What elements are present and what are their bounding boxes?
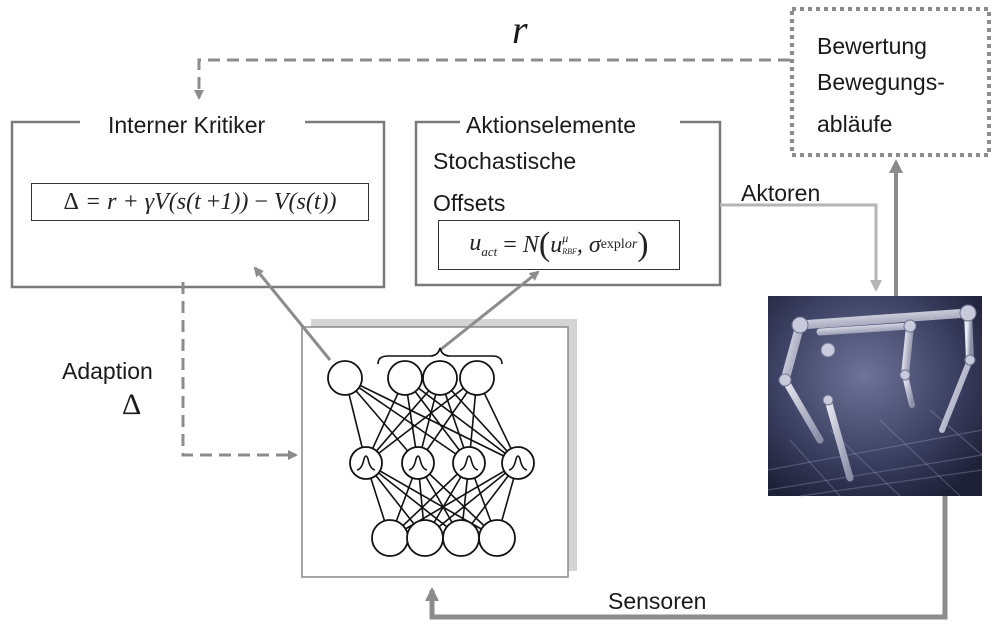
network-edge — [439, 377, 519, 464]
network-edge — [365, 377, 478, 464]
critic-title: Interner Kritiker — [108, 112, 266, 138]
output-node — [459, 360, 495, 396]
gaussian-icon — [459, 455, 479, 471]
rbf-node — [401, 446, 435, 480]
adaption-label: Adaption — [62, 358, 153, 384]
critic-box — [10, 120, 386, 289]
output-node — [387, 360, 423, 396]
evaluation-box — [790, 7, 991, 157]
evaluation-line2: Bewegungs- — [817, 69, 945, 95]
output-node — [422, 360, 458, 396]
network-edge — [344, 377, 519, 464]
actions-line1: Stochastische — [433, 148, 577, 174]
reward-feedback-line — [194, 58, 790, 100]
network-edge — [365, 377, 441, 464]
critic-formula: Δ = r + γV(s(t +1)) − V(s(t)) — [31, 183, 369, 221]
evaluation-line3: abläufe — [817, 111, 893, 137]
reward-symbol: r — [512, 7, 528, 52]
network-edge — [344, 377, 470, 464]
actuators-label: Aktoren — [741, 180, 821, 206]
actuators-line — [720, 203, 882, 292]
rbf-node — [452, 446, 486, 480]
actions-formula: uact = N(u μ RBF, σ explor) — [438, 220, 680, 270]
evaluation-line1: Bewertung — [817, 33, 927, 59]
input-node — [478, 519, 516, 557]
sensors-label: Sensoren — [608, 588, 707, 614]
rbf-node — [349, 446, 383, 480]
sensors-line — [425, 496, 948, 620]
actions-title: Aktionselemente — [466, 112, 637, 138]
network-to-actions-arrow — [439, 270, 540, 352]
network-edge — [344, 377, 419, 464]
network-edge — [404, 377, 519, 464]
network-edge — [424, 462, 519, 539]
network-to-critic-arrow — [253, 266, 332, 361]
gaussian-icon — [508, 455, 528, 471]
gaussian-icon — [356, 455, 376, 471]
input-node — [442, 519, 480, 557]
actions-line2: Offsets — [433, 190, 506, 216]
output-node — [327, 360, 363, 396]
network-nodes — [327, 360, 535, 557]
rbf-node — [501, 446, 535, 480]
network-edge — [365, 462, 462, 539]
input-node — [406, 519, 444, 557]
gaussian-icon — [408, 455, 428, 471]
robot-image — [767, 296, 983, 497]
output-brace — [377, 347, 503, 365]
input-node — [371, 519, 409, 557]
actions-box — [414, 120, 722, 287]
adaption-line — [181, 282, 298, 460]
adaption-symbol: Δ — [122, 388, 142, 421]
